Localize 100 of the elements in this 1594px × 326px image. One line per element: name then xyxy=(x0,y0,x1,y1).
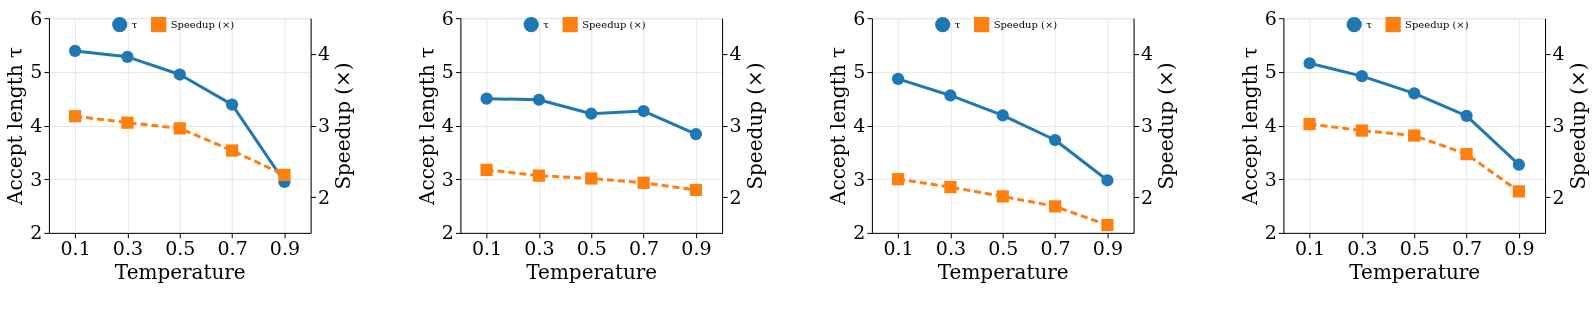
y-tick-label: 3 xyxy=(1264,167,1277,190)
legend-label: Speedup (×) xyxy=(1405,18,1469,30)
y2-tick-label: 2 xyxy=(318,185,331,208)
y-axis-title: Accept length τ xyxy=(1237,47,1262,206)
x-tick-label: 0.1 xyxy=(60,237,91,260)
y2-tick-label: 4 xyxy=(1141,42,1154,65)
y-tick-label: 4 xyxy=(853,114,866,137)
point xyxy=(532,93,546,106)
legend-label: τ xyxy=(1366,18,1373,30)
y-tick-label: 3 xyxy=(853,167,866,190)
y-tick-label: 2 xyxy=(441,221,454,244)
point xyxy=(689,128,703,141)
y-axis-title: Accept length τ xyxy=(3,47,28,206)
y-tick-label: 4 xyxy=(1264,114,1277,137)
y-tick-label: 3 xyxy=(30,167,43,190)
y2-tick-label: 3 xyxy=(729,114,742,137)
y2-axis-title: Speedup (×) xyxy=(1154,62,1179,190)
x-axis-title: Temperature xyxy=(937,260,1069,285)
x-tick-label: 0.3 xyxy=(935,237,966,260)
y2-tick-label: 3 xyxy=(1141,114,1154,137)
x-tick-label: 0.5 xyxy=(1399,237,1430,260)
point xyxy=(480,163,493,177)
x-tick-label: 0.1 xyxy=(472,237,503,260)
legend-label: Speedup (×) xyxy=(582,18,646,30)
y2-axis-title: Speedup (×) xyxy=(331,62,356,190)
point xyxy=(1460,148,1473,161)
x-tick-label: 0.9 xyxy=(1092,237,1123,260)
y2-axis-title: Speedup (×) xyxy=(1565,62,1590,190)
point xyxy=(278,168,291,182)
point xyxy=(1101,218,1114,232)
point xyxy=(173,122,186,135)
x-tick-label: 0.5 xyxy=(576,237,607,260)
x-axis-title: Temperature xyxy=(114,260,246,285)
point xyxy=(585,172,598,185)
point xyxy=(637,104,650,118)
y-axis-title: Accept length τ xyxy=(826,47,851,206)
y2-tick-label: 4 xyxy=(318,42,331,65)
point xyxy=(944,180,957,194)
point xyxy=(944,89,957,102)
point xyxy=(480,92,493,105)
x-tick-label: 0.7 xyxy=(1451,237,1483,260)
y2-axis-title: Speedup (×) xyxy=(742,62,767,190)
x-axis-title: Temperature xyxy=(526,260,658,285)
point xyxy=(637,176,650,189)
y-tick-label: 5 xyxy=(853,60,866,83)
point xyxy=(996,109,1009,122)
point xyxy=(1408,87,1421,100)
point xyxy=(1355,70,1369,83)
point xyxy=(1048,200,1062,213)
y2-tick-label: 3 xyxy=(318,114,331,137)
x-tick-label: 0.9 xyxy=(269,237,301,260)
point xyxy=(891,173,905,186)
point xyxy=(225,144,239,157)
y-tick-label: 3 xyxy=(441,167,454,190)
y-tick-label: 6 xyxy=(1264,6,1277,29)
y-tick-label: 4 xyxy=(30,114,43,137)
point xyxy=(68,110,82,123)
x-tick-label: 0.7 xyxy=(1040,237,1071,260)
y-tick-label: 6 xyxy=(30,6,43,29)
y-tick-label: 5 xyxy=(1264,60,1277,83)
point xyxy=(532,169,546,182)
y-tick-label: 2 xyxy=(853,221,866,244)
point xyxy=(121,116,134,129)
point xyxy=(891,72,905,85)
y-tick-label: 5 xyxy=(441,60,454,83)
point xyxy=(1512,185,1526,198)
x-tick-label: 0.1 xyxy=(883,237,914,260)
y-tick-label: 2 xyxy=(1264,221,1277,244)
point xyxy=(225,98,239,111)
y2-tick-label: 4 xyxy=(729,42,742,65)
point xyxy=(1355,124,1369,137)
legend-label: Speedup (×) xyxy=(993,18,1058,30)
x-tick-label: 0.5 xyxy=(988,237,1019,260)
y-axis-title: Accept length τ xyxy=(414,47,439,206)
point xyxy=(68,44,82,58)
legend-label: τ xyxy=(543,18,550,30)
legend-label: τ xyxy=(131,18,138,30)
y-tick-label: 6 xyxy=(853,6,866,29)
legend-label: Speedup (×) xyxy=(170,18,235,30)
x-tick-label: 0.7 xyxy=(217,237,248,260)
y2-tick-label: 2 xyxy=(1141,185,1154,208)
legend-label: τ xyxy=(954,18,961,30)
point xyxy=(1101,174,1114,187)
y-tick-label: 5 xyxy=(30,60,43,83)
x-tick-label: 0.3 xyxy=(524,237,555,260)
x-axis-title: Temperature xyxy=(1349,260,1481,285)
x-tick-label: 0.5 xyxy=(165,237,196,260)
y-tick-label: 6 xyxy=(441,6,454,29)
y2-tick-label: 3 xyxy=(1552,114,1565,137)
x-tick-label: 0.7 xyxy=(629,237,660,260)
point xyxy=(689,183,703,197)
point xyxy=(173,68,186,81)
x-tick-label: 0.1 xyxy=(1294,237,1326,260)
y-tick-label: 4 xyxy=(441,114,454,137)
point xyxy=(1408,129,1421,142)
point xyxy=(996,190,1009,203)
y2-tick-label: 2 xyxy=(729,185,742,208)
y2-tick-label: 2 xyxy=(1552,185,1565,208)
x-tick-label: 0.3 xyxy=(112,237,144,260)
point xyxy=(585,107,598,120)
